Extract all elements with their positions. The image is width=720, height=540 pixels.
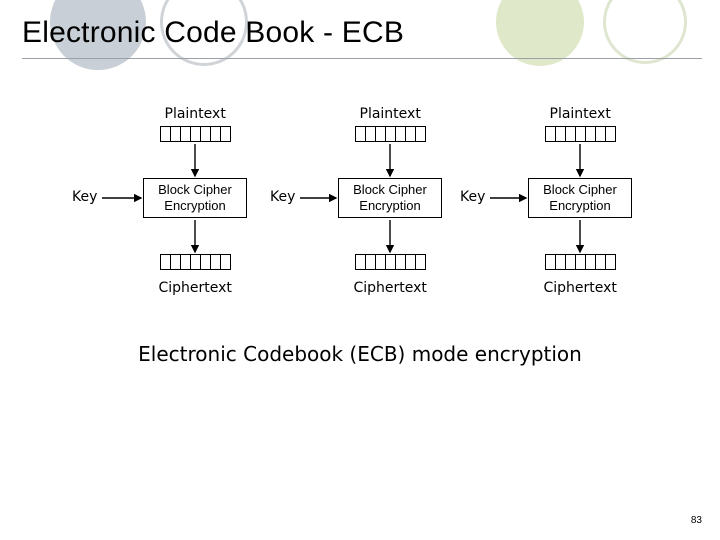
- key-label: Key: [270, 189, 295, 205]
- ecb-diagram: Plaintext Block CipherEncryption Ciphertex…: [0, 100, 720, 420]
- title-divider: [22, 58, 702, 59]
- page-title: Electronic Code Book - ECB: [22, 16, 404, 50]
- plaintext-label: Plaintext: [550, 106, 611, 122]
- header-decor-circle: [603, 0, 687, 64]
- key-label: Key: [460, 189, 485, 205]
- plaintext-label: Plaintext: [360, 106, 421, 122]
- block-cipher-box: Block CipherEncryption: [338, 178, 442, 218]
- diagram-caption: Electronic Codebook (ECB) mode encryptio…: [0, 342, 720, 366]
- block-cipher-box: Block CipherEncryption: [528, 178, 632, 218]
- block-cipher-box: Block CipherEncryption: [143, 178, 247, 218]
- key-label: Key: [72, 189, 97, 205]
- plaintext-block: [545, 126, 616, 142]
- ciphertext-block: [545, 254, 616, 270]
- ciphertext-block: [160, 254, 231, 270]
- ciphertext-label: Ciphertext: [544, 280, 617, 296]
- plaintext-label: Plaintext: [165, 106, 226, 122]
- plaintext-block: [355, 126, 426, 142]
- header-decor-circle: [496, 0, 584, 66]
- plaintext-block: [160, 126, 231, 142]
- page-number: 83: [691, 515, 702, 526]
- ciphertext-label: Ciphertext: [354, 280, 427, 296]
- ciphertext-label: Ciphertext: [159, 280, 232, 296]
- ciphertext-block: [355, 254, 426, 270]
